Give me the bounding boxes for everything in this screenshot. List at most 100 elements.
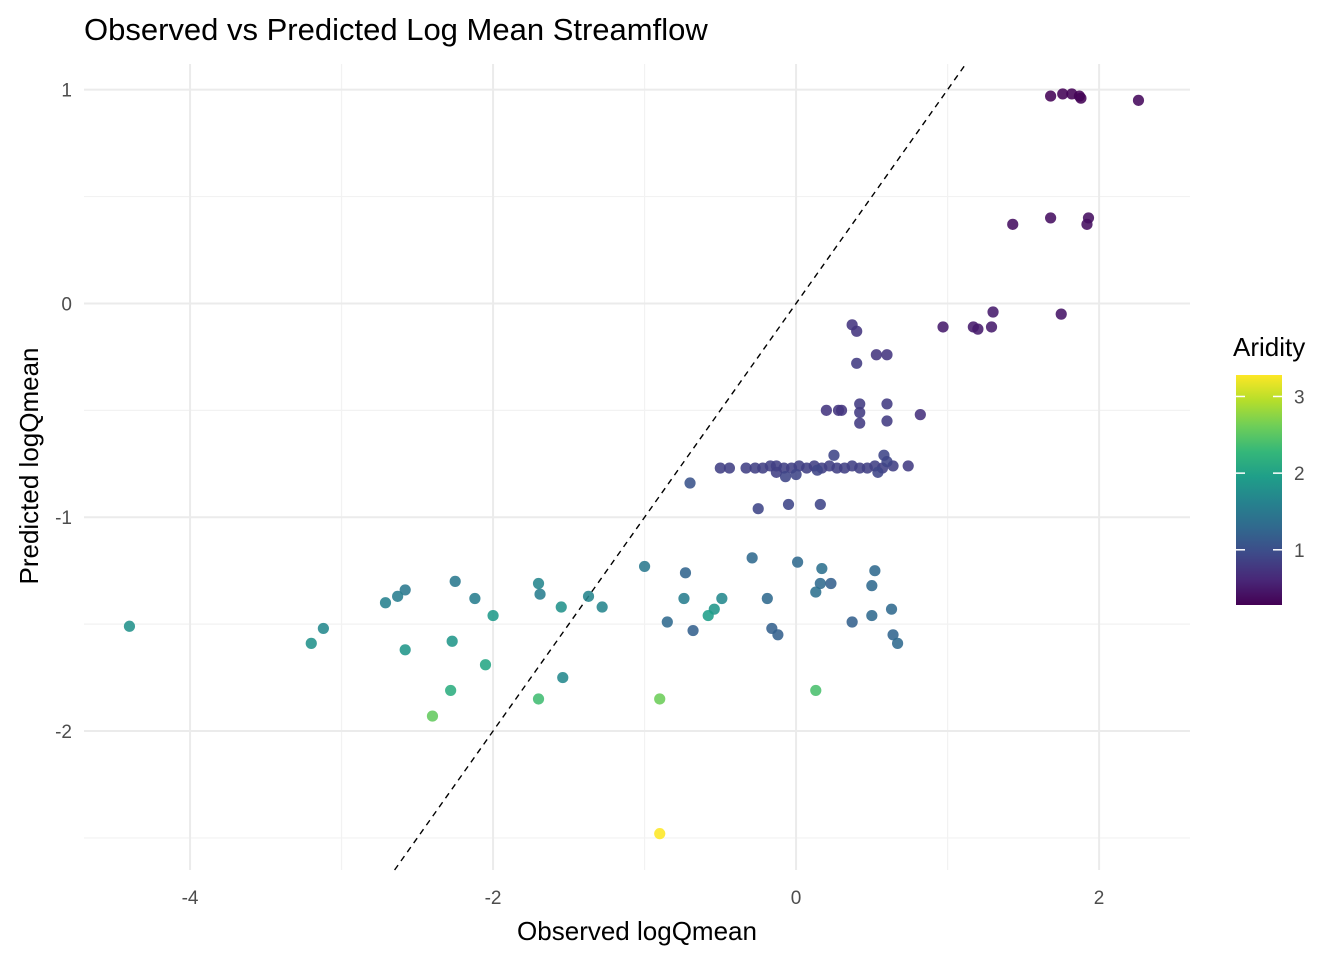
data-point <box>866 580 878 592</box>
data-point <box>810 684 822 697</box>
colorbar-tick-label: 1 <box>1294 541 1305 562</box>
data-point <box>123 620 136 632</box>
colorbar-tick-label: 2 <box>1294 464 1305 485</box>
data-points <box>123 88 1145 840</box>
data-point <box>678 592 690 605</box>
data-point <box>1132 94 1145 106</box>
data-point <box>814 498 826 511</box>
data-point <box>446 635 458 647</box>
data-point <box>305 637 317 649</box>
data-point <box>779 471 792 483</box>
data-point <box>790 468 802 481</box>
data-point <box>770 466 782 478</box>
data-point <box>985 321 998 333</box>
data-point <box>870 349 882 361</box>
data-point <box>399 584 411 596</box>
data-point <box>825 577 837 590</box>
legend: Aridity 1 2 3 <box>1233 332 1305 605</box>
data-point <box>555 601 567 613</box>
x-tick-label: -4 <box>182 888 199 909</box>
data-point <box>746 552 758 564</box>
data-point <box>851 357 863 369</box>
x-tick-label: 0 <box>791 888 802 909</box>
data-point <box>1045 212 1057 224</box>
data-point <box>866 609 878 622</box>
chart-title: Observed vs Predicted Log Mean Streamflo… <box>84 12 708 47</box>
x-tick-label: -2 <box>485 888 502 909</box>
data-point <box>987 306 999 318</box>
data-point <box>881 398 893 410</box>
data-point <box>761 592 773 605</box>
data-point <box>828 449 840 461</box>
data-point <box>479 659 492 671</box>
data-point <box>782 498 795 511</box>
data-point <box>835 404 848 416</box>
data-point <box>820 404 832 416</box>
data-point <box>379 597 392 609</box>
data-point <box>532 577 545 590</box>
data-point <box>885 603 898 615</box>
data-point <box>811 464 823 476</box>
data-point <box>532 693 545 705</box>
data-point <box>872 466 884 478</box>
data-point <box>469 592 481 605</box>
y-axis-title: Predicted logQmean <box>14 347 44 584</box>
data-point <box>557 671 569 684</box>
data-point <box>534 588 546 600</box>
x-axis-ticks: -4 -2 0 2 <box>182 888 1105 909</box>
legend-title: Aridity <box>1233 332 1305 362</box>
data-point <box>716 592 728 605</box>
data-point <box>752 503 764 515</box>
data-point <box>426 710 439 722</box>
data-point <box>679 567 692 579</box>
data-point <box>854 398 866 410</box>
y-axis-ticks: -2 -1 0 1 <box>55 81 72 743</box>
data-point <box>937 321 949 333</box>
data-point <box>317 622 329 635</box>
data-point <box>891 637 904 649</box>
data-point <box>1057 88 1069 100</box>
data-point <box>851 325 863 337</box>
data-point <box>810 586 822 598</box>
x-axis-title: Observed logQmean <box>517 916 757 946</box>
colorbar <box>1236 375 1282 605</box>
data-point <box>887 629 899 641</box>
data-point <box>816 562 828 575</box>
data-point <box>399 644 411 656</box>
data-point <box>881 415 893 427</box>
data-point <box>684 477 696 489</box>
data-point <box>791 556 804 568</box>
data-point <box>638 560 651 573</box>
data-point <box>654 693 666 705</box>
data-point <box>814 577 826 590</box>
data-point <box>881 349 893 361</box>
y-tick-label: 1 <box>61 81 72 102</box>
x-tick-label: 2 <box>1094 888 1105 909</box>
data-point <box>1045 90 1057 102</box>
data-point <box>596 601 608 613</box>
data-point <box>582 590 595 602</box>
data-point <box>445 684 457 697</box>
data-point <box>1081 218 1093 230</box>
data-point <box>914 409 926 421</box>
data-point <box>902 460 914 472</box>
colorbar-tick-label: 3 <box>1294 387 1305 408</box>
data-point <box>1055 308 1067 320</box>
data-point <box>772 629 784 641</box>
data-point <box>854 417 866 429</box>
data-point <box>854 406 866 419</box>
data-point <box>881 456 893 468</box>
data-point <box>687 624 699 637</box>
data-point <box>661 616 673 628</box>
data-point <box>972 323 984 335</box>
minor-grid <box>84 64 1190 870</box>
data-point <box>723 462 736 474</box>
data-point <box>714 462 726 474</box>
major-grid <box>84 64 1190 870</box>
data-point <box>449 575 461 587</box>
data-point <box>392 590 404 602</box>
data-point <box>1075 92 1087 104</box>
data-point <box>487 609 499 622</box>
data-point <box>846 616 858 628</box>
